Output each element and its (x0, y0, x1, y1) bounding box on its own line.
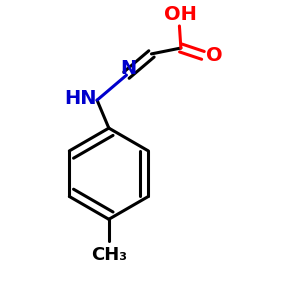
Text: HN: HN (64, 89, 97, 108)
Text: N: N (120, 59, 136, 78)
Text: O: O (206, 46, 222, 65)
Text: CH₃: CH₃ (91, 247, 127, 265)
Text: OH: OH (164, 5, 197, 24)
